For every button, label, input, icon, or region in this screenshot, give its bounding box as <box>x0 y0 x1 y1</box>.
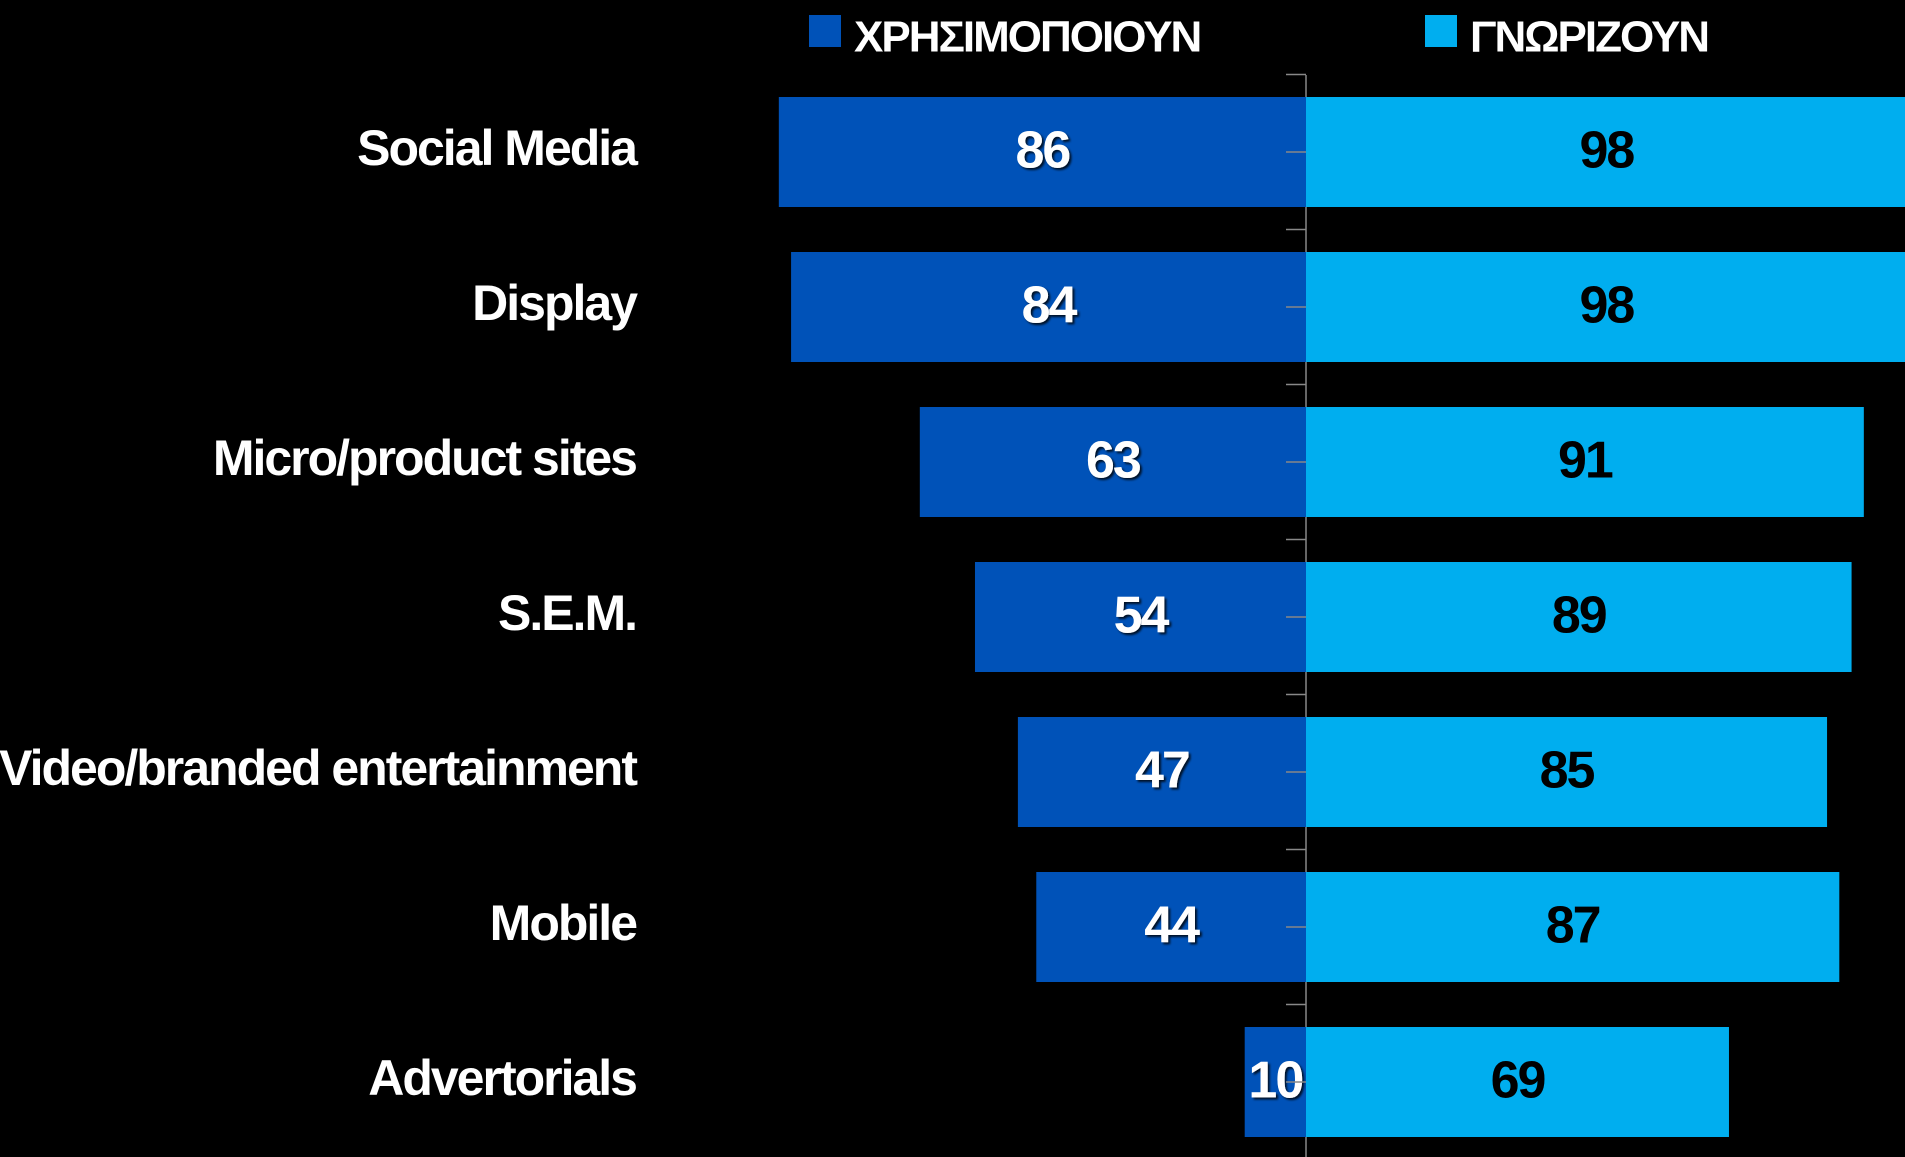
bar <box>1306 252 1905 362</box>
category-label: Video/branded entertainment <box>0 740 638 796</box>
value-label: 10 <box>1248 1052 1302 1110</box>
category-label: Mobile <box>490 895 638 951</box>
bar <box>1036 872 1306 982</box>
category-label: Social Media <box>357 120 639 176</box>
bar <box>1017 717 1306 827</box>
value-label: 86 <box>1015 122 1070 180</box>
bar <box>1306 407 1864 517</box>
bar <box>974 562 1306 672</box>
legend-label: ΓΝΩΡΙΖΟΥΝ <box>1470 13 1708 62</box>
value-label: 89 <box>1552 587 1606 645</box>
bar <box>1306 97 1905 207</box>
value-label: 84 <box>1022 277 1078 335</box>
category-label: Micro/product sites <box>213 430 636 486</box>
category-label: S.E.M. <box>498 585 636 641</box>
value-label: 91 <box>1558 432 1613 490</box>
category-label: Advertorials <box>368 1050 636 1106</box>
value-label: 54 <box>1114 587 1170 645</box>
value-label: 87 <box>1546 897 1600 955</box>
value-label: 44 <box>1144 897 1200 955</box>
bar <box>778 97 1306 207</box>
bar <box>919 407 1306 517</box>
legend-label: ΧΡΗΣΙΜΟΠΟΙΟΥΝ <box>854 13 1200 62</box>
value-label: 98 <box>1579 122 1634 180</box>
legend-swatch <box>1425 15 1457 47</box>
legend-swatch <box>809 15 841 47</box>
category-label: Display <box>472 275 638 331</box>
bar <box>1306 872 1840 982</box>
bar <box>1306 562 1852 672</box>
value-label: 98 <box>1579 277 1634 335</box>
bar <box>1306 1027 1729 1137</box>
value-label: 47 <box>1135 742 1189 800</box>
bar <box>1306 717 1828 827</box>
value-label: 63 <box>1086 432 1141 490</box>
value-label: 85 <box>1540 742 1595 800</box>
value-label: 69 <box>1491 1052 1545 1110</box>
bar <box>791 252 1306 362</box>
